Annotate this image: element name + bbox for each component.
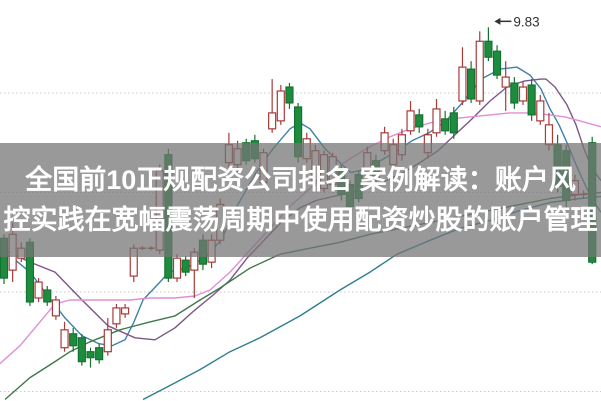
- headline-overlay-banner: 全国前10正规配资公司排名 案例解读：账户风 控实践在宽幅震荡周期中使用配资炒股…: [0, 143, 601, 257]
- price-label: 9.83: [513, 14, 539, 29]
- price-annotation: 9.83: [494, 14, 540, 29]
- headline-line-2: 控实践在宽幅震荡周期中使用配资炒股的账户管理: [3, 205, 598, 235]
- headline-line-1: 全国前10正规配资公司排名 案例解读：账户风: [25, 165, 576, 195]
- left-arrow-icon: [494, 17, 501, 25]
